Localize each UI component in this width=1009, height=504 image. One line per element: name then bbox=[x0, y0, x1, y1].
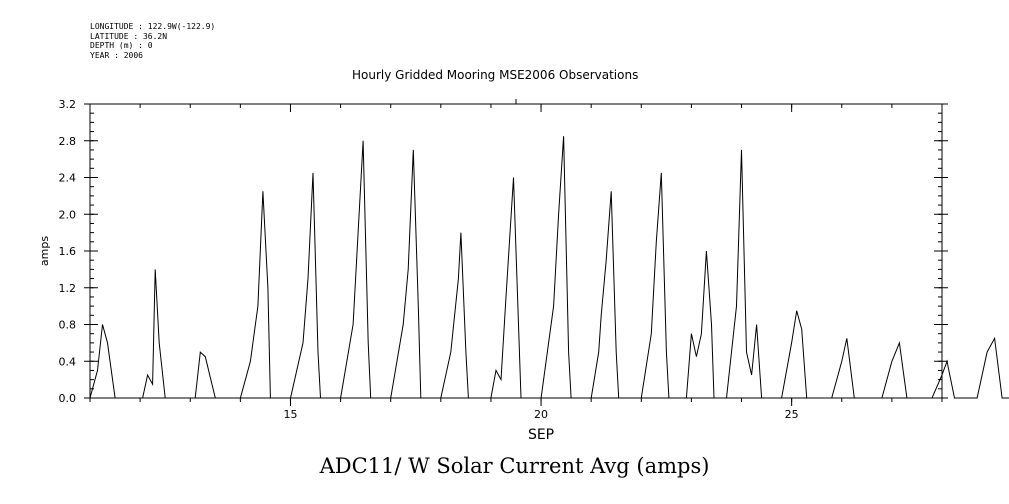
y-tick-label: 1.2 bbox=[59, 282, 77, 295]
latitude-text: LATITUDE : 36.2N bbox=[90, 31, 168, 41]
y-axis-label: amps bbox=[38, 236, 51, 266]
y-tick-label: 2.0 bbox=[59, 208, 77, 221]
y-tick-label: 0.0 bbox=[59, 392, 77, 405]
chart-title: Hourly Gridded Mooring MSE2006 Observati… bbox=[352, 68, 639, 82]
station-metadata: LONGITUDE : 122.9W(-122.9) LATITUDE : 36… bbox=[90, 22, 215, 60]
x-tick-label: 20 bbox=[534, 408, 548, 421]
y-tick-label: 0.4 bbox=[59, 355, 77, 368]
series-line bbox=[89, 136, 1009, 399]
y-tick-label: 1.6 bbox=[59, 245, 77, 258]
y-tick-label: 2.8 bbox=[59, 135, 77, 148]
longitude-text: LONGITUDE : 122.9W(-122.9) bbox=[90, 22, 216, 31]
y-tick-label: 3.2 bbox=[59, 98, 77, 111]
y-tick-label: 0.8 bbox=[59, 319, 77, 332]
depth-text: DEPTH (m) : 0 bbox=[90, 41, 153, 50]
y-tick-label: 2.4 bbox=[59, 172, 77, 185]
x-month-label: SEP bbox=[528, 427, 554, 443]
year-text: YEAR : 2006 bbox=[90, 50, 143, 60]
x-tick-label: 15 bbox=[283, 408, 297, 421]
x-tick-label: 25 bbox=[785, 408, 799, 421]
variable-title: ADC11/ W Solar Current Avg (amps) bbox=[319, 454, 710, 478]
